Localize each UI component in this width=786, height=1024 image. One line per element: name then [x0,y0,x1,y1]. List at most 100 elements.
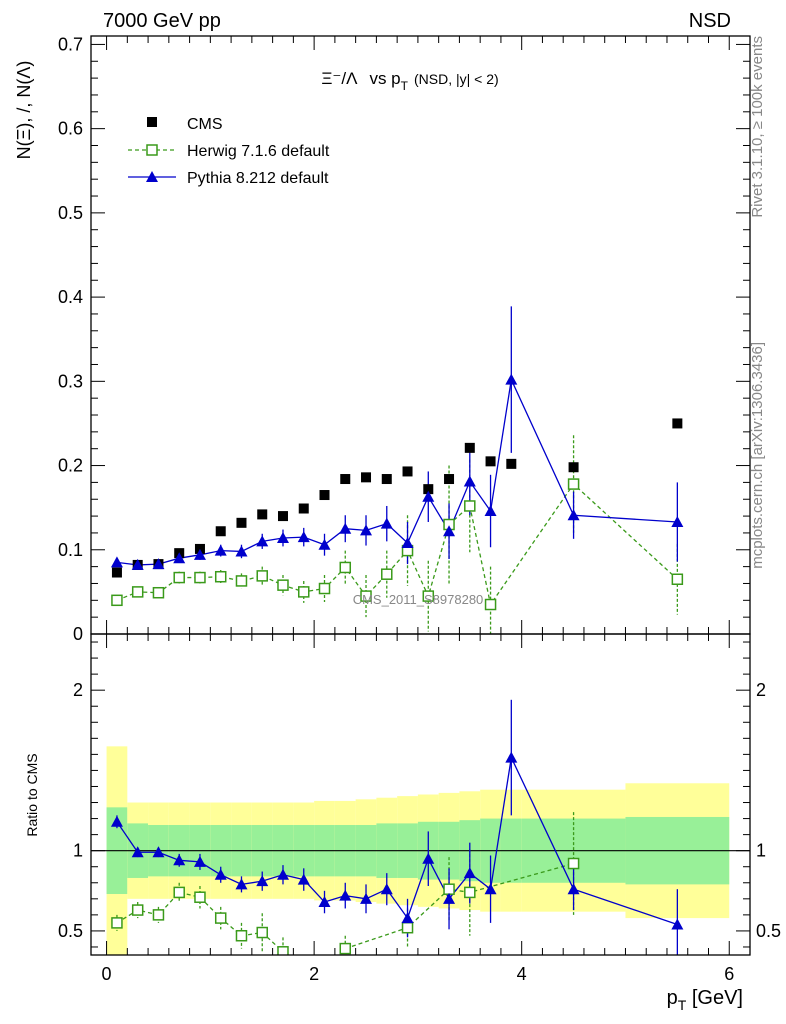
pythia-ratio-point [484,883,497,895]
herwig-ratio-point [277,946,289,955]
cms-point [215,526,226,537]
pythia-point [401,537,414,549]
pythia-ratio-point [276,868,289,880]
main-plot-title: Ξ⁻/Λ vs pT (NSD, |y| < 2) [321,69,498,93]
herwig-point [277,579,289,591]
pythia-point [193,548,206,560]
herwig-ratio-point [464,886,476,899]
pythia-ratio-point [256,875,269,887]
x-tick-label: 4 [517,964,527,984]
pythia-ratio-point [131,846,144,858]
pythia-point [443,525,456,537]
herwig-ratio-point [214,912,227,924]
herwig-point [671,573,684,586]
herwig-ratio-point [256,926,268,939]
pythia-ratio-point [401,912,414,924]
pythia-ratio-point [671,918,684,930]
main-y-tick-label: 0.2 [58,456,83,476]
herwig-point [339,561,352,574]
main-y-axis-label: N(Ξ), /, N(Λ) [14,61,34,160]
pythia-point [339,522,352,534]
pythia-ratio-point [297,873,310,885]
ratio-y-tick-label-right: 2 [756,680,766,700]
cms-point [340,474,351,485]
herwig-point [381,568,393,580]
legend-pythia-label: Pythia 8.212 default [187,170,329,187]
pythia-ratio-point [339,889,352,901]
pythia-ratio-point [463,867,476,879]
pythia-ratio-point [567,883,580,895]
pythia-ratio-point [110,815,123,827]
herwig-point [318,582,331,595]
cms-point [568,462,579,473]
legend: CMS Herwig 7.1.6 default Pythia 8.212 de… [128,116,330,187]
herwig-point [131,586,144,598]
title-subscript: T [401,79,409,93]
pythia-point [256,535,269,547]
title-ratio: Ξ⁻/Λ [321,69,358,88]
herwig-point [567,478,580,490]
herwig-point [235,575,248,587]
cms-point [361,472,372,483]
cms-point [672,418,683,429]
pythia-point [463,475,476,487]
cms-point [464,442,475,453]
pythia-line [116,377,678,566]
x-axis-unit: [GeV] [686,987,743,1009]
main-y-tick-label: 0 [73,624,83,644]
pythia-point [131,558,144,570]
cms-point [319,490,330,501]
herwig-point [214,570,227,583]
herwig-point [194,571,206,584]
herwig-ratio-point [111,917,123,929]
rivet-version-label: Rivet 3.1.10, ≥ 100k events [749,36,766,218]
pythia-point [173,552,186,564]
herwig-ratio-point [567,857,580,870]
pythia-point [276,531,289,543]
herwig-point [464,500,476,512]
main-y-tick-label: 0.3 [58,371,83,391]
main-y-tick-label: 0.4 [58,287,83,307]
pythia-point [422,490,435,502]
x-tick-label: 6 [724,964,734,984]
x-tick-label: 0 [102,964,112,984]
pythia-ratio-point [422,852,435,864]
ratio-y-tick-label-right: 1 [756,841,766,861]
pythia-point [318,538,331,550]
mcplots-reference-label: mcplots.cern.ch [arXiv:1306.3436] [749,342,766,569]
title-vs: vs p [369,69,400,88]
cms-point [506,458,517,469]
x-axis-p: p [667,987,678,1009]
x-tick-label: 2 [309,964,319,984]
pythia-point [110,556,123,568]
pythia-point [152,558,165,570]
cms-point [298,503,309,514]
main-y-tick-label: 0.6 [58,119,83,139]
herwig-point [256,570,268,582]
x-axis-subscript: T [678,997,687,1013]
herwig-point [297,586,310,598]
pythia-ratio-point [152,846,165,858]
pythia-ratio-point [505,751,518,763]
main-data-area [110,306,684,634]
pythia-point [360,524,373,536]
herwig-point [152,586,165,599]
cms-point [257,509,268,520]
header-process: NSD [689,10,731,32]
cms-point [277,511,288,522]
ratio-y-tick-label: 0.5 [58,921,83,941]
title-condition: (NSD, |y| < 2) [414,71,499,87]
herwig-ratio-point [401,921,414,934]
pythia-ratio-point [443,892,456,904]
ratio-panel: 0 2 4 6 0.5 0.5 1 1 2 2 Ratio to CMS pT [GeV] [24,633,781,1013]
ratio-data-area [91,699,750,955]
pythia-point [484,505,497,517]
cms-point [236,517,247,528]
pythia-ratio-point [360,892,373,904]
pythia-ratio-point [173,854,186,866]
pythia-ratio-line [116,755,678,926]
pythia-point [380,517,393,529]
ratio-y-tick-label: 2 [73,680,83,700]
pythia-point [505,373,518,385]
